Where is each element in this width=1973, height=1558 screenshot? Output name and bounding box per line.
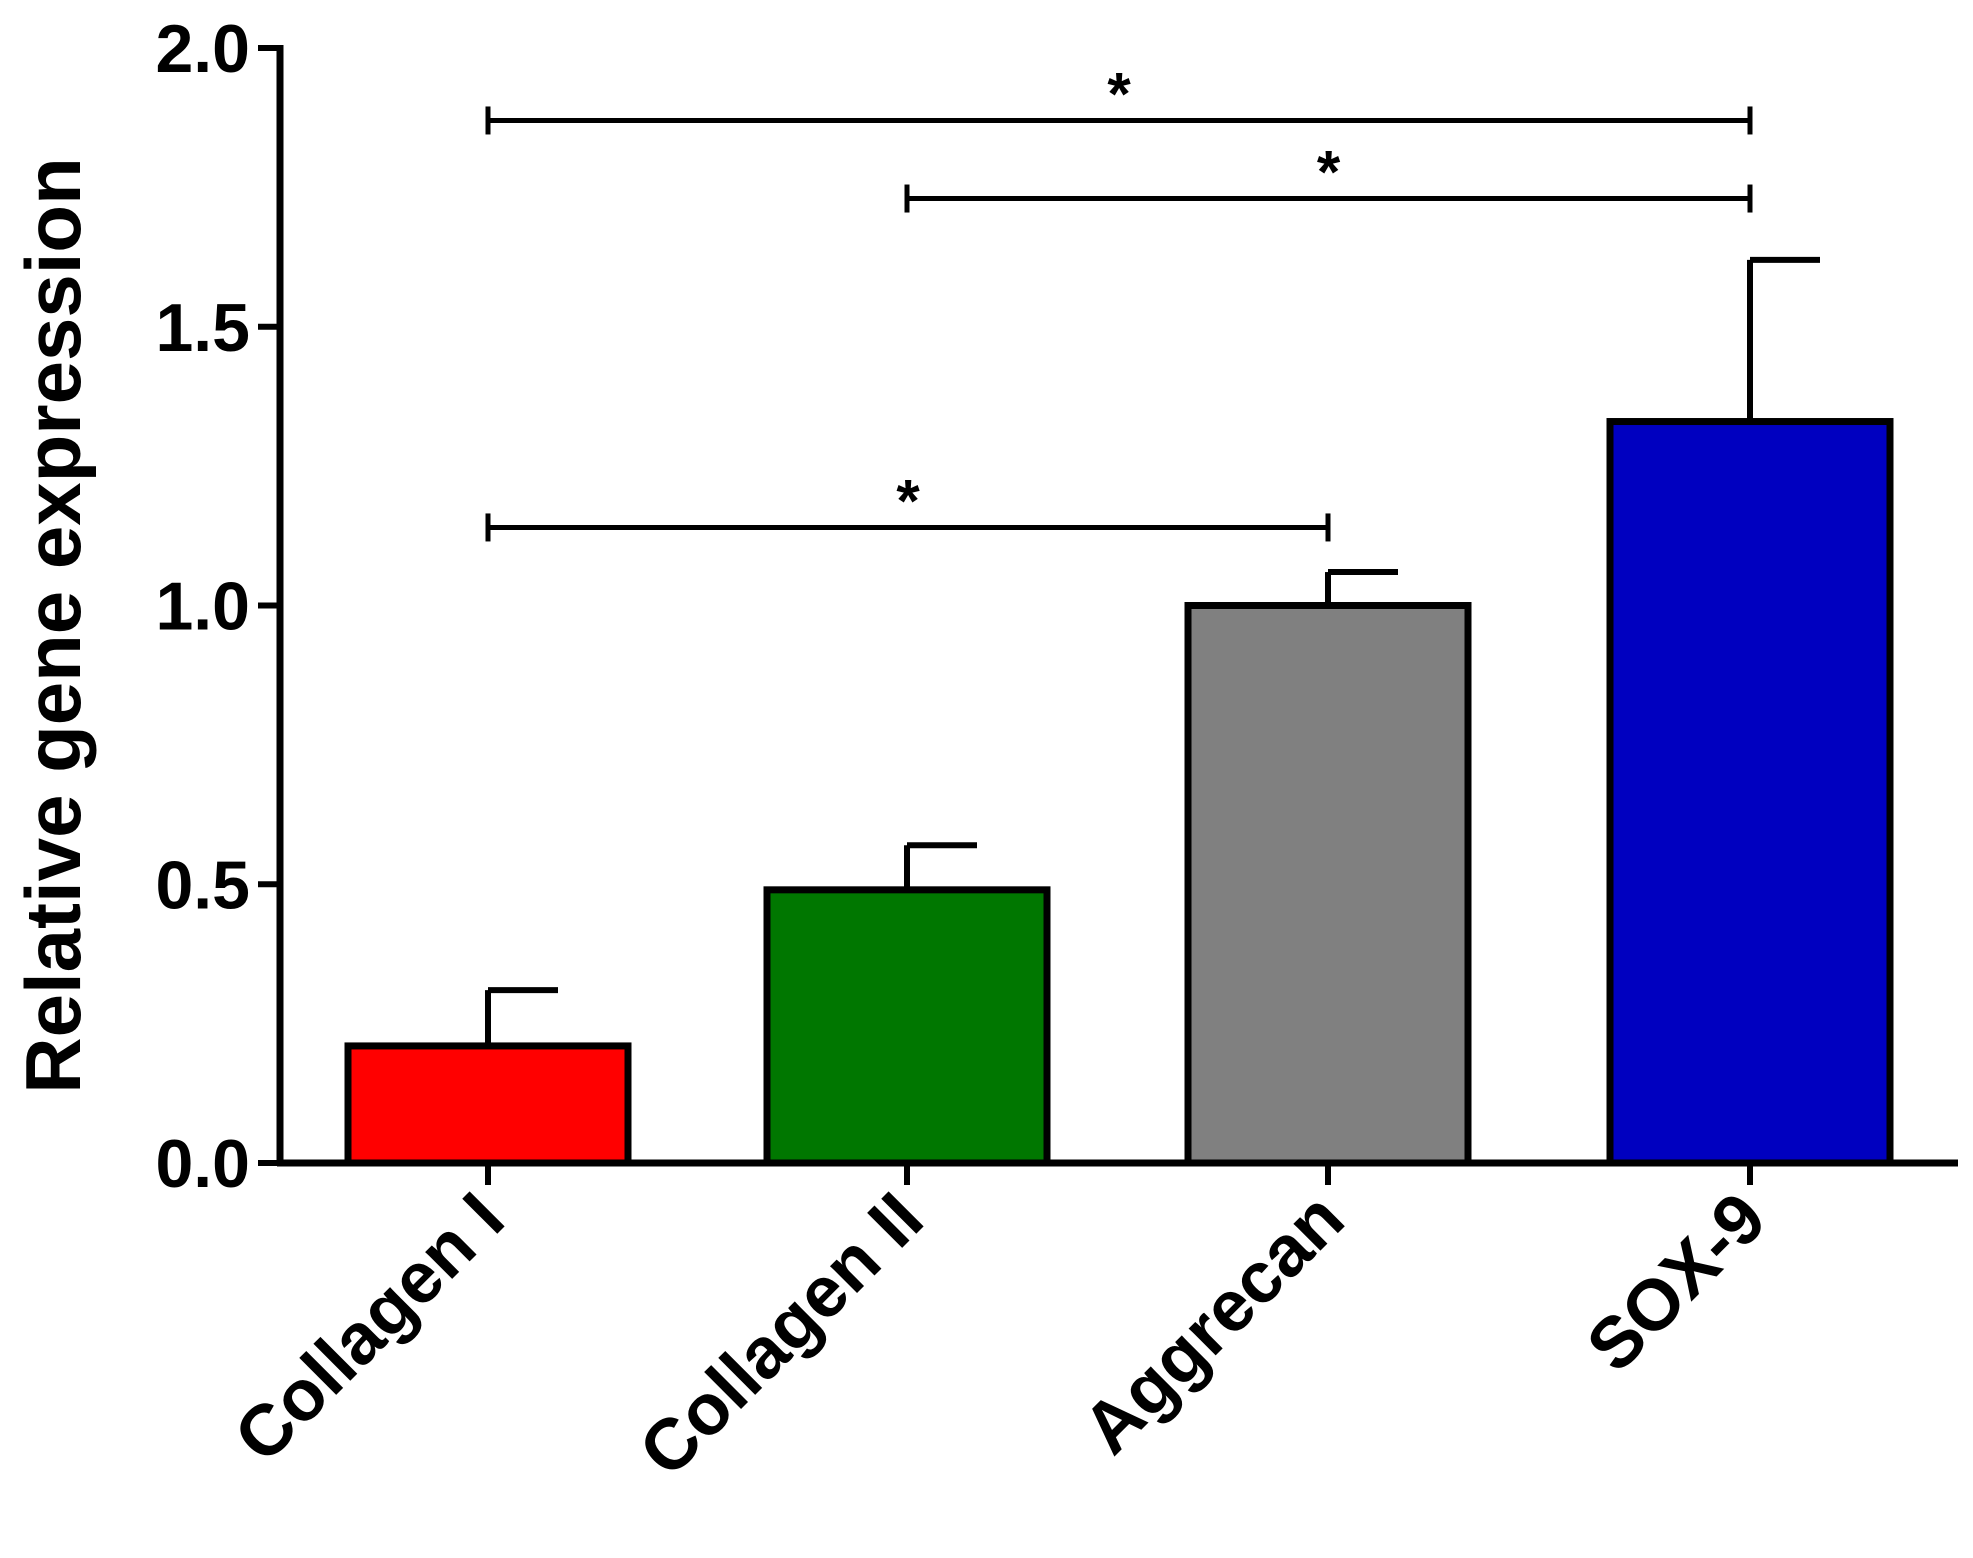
bar-collagen-i [344, 1042, 632, 1167]
significance-star: * [1317, 139, 1341, 206]
x-tick-label: Collagen II [624, 1178, 938, 1492]
x-tick-label: SOX-9 [1572, 1178, 1781, 1387]
bar-sox-9 [1606, 418, 1894, 1167]
bar-aggrecan [1184, 602, 1472, 1167]
y-axis-title: Relative gene expression [9, 157, 97, 1093]
y-tick-label: 2.0 [155, 11, 250, 87]
bar-collagen-ii [763, 886, 1051, 1167]
y-tick-label: 0.0 [155, 1126, 250, 1202]
y-tick-label: 1.0 [155, 569, 250, 645]
significance-star: * [1107, 60, 1131, 127]
significance-star: * [896, 467, 920, 534]
x-tick-label: Aggrecan [1068, 1178, 1359, 1469]
y-tick-label: 1.5 [155, 290, 250, 366]
y-tick-label: 0.5 [155, 847, 250, 923]
x-tick-label: Collagen I [219, 1178, 519, 1478]
